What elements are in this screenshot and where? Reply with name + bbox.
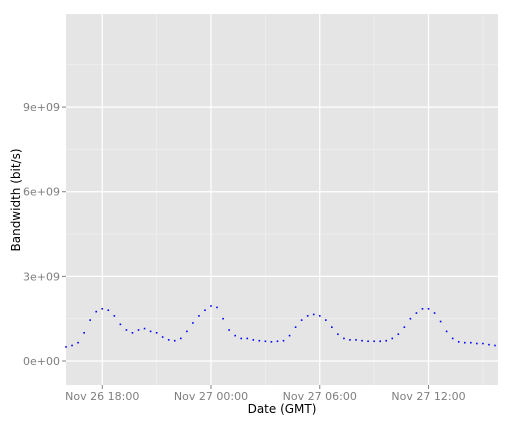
y-tick-label: 9e+09 xyxy=(23,101,60,114)
data-point xyxy=(300,319,303,321)
data-point xyxy=(331,326,333,328)
data-point xyxy=(379,340,381,343)
data-points xyxy=(65,305,496,348)
y-tick-label: 0e+00 xyxy=(23,355,60,368)
data-point xyxy=(143,327,146,330)
data-point xyxy=(65,346,67,348)
data-point xyxy=(451,337,454,340)
data-point xyxy=(161,336,164,338)
data-point xyxy=(385,339,388,342)
data-point xyxy=(246,337,249,340)
x-axis-title: Date (GMT) xyxy=(248,402,317,416)
data-point xyxy=(222,317,224,320)
data-point xyxy=(119,323,122,326)
data-point xyxy=(276,340,279,343)
data-point xyxy=(137,329,140,331)
data-point xyxy=(131,332,134,334)
data-point xyxy=(173,339,176,342)
data-point xyxy=(210,305,212,307)
data-point xyxy=(488,343,490,346)
data-point xyxy=(391,337,394,340)
data-point xyxy=(71,344,73,347)
data-point xyxy=(343,337,345,340)
data-point xyxy=(89,319,91,321)
data-point xyxy=(83,332,85,334)
data-point xyxy=(270,341,273,343)
data-point xyxy=(252,339,255,341)
data-point xyxy=(216,306,218,309)
data-point xyxy=(186,330,188,333)
x-tick-label: Nov 27 06:00 xyxy=(283,390,357,403)
data-point xyxy=(282,339,285,342)
data-point xyxy=(367,340,369,343)
data-point xyxy=(198,315,200,317)
data-point xyxy=(288,334,291,337)
y-tick-label: 6e+09 xyxy=(23,186,60,199)
data-point xyxy=(318,315,321,317)
y-axis-title: Bandwidth (bit/s) xyxy=(9,148,23,251)
data-point xyxy=(427,308,430,310)
data-point xyxy=(433,312,436,314)
data-point xyxy=(264,340,267,343)
plot-panel xyxy=(66,14,498,385)
data-point xyxy=(445,330,448,333)
data-point xyxy=(258,339,261,342)
x-tick-label: Nov 26 18:00 xyxy=(65,390,139,403)
data-point xyxy=(294,326,297,328)
data-point xyxy=(312,313,315,316)
data-point xyxy=(373,340,375,343)
data-point xyxy=(204,309,206,312)
data-point xyxy=(95,310,98,313)
data-point xyxy=(113,315,116,317)
data-point xyxy=(240,337,243,340)
data-point xyxy=(397,333,400,336)
data-point xyxy=(421,308,424,310)
data-point xyxy=(179,337,182,340)
data-point xyxy=(306,315,309,317)
y-axis-ticks: 0e+00 3e+09 6e+09 9e+09 xyxy=(23,101,66,368)
data-point xyxy=(107,309,110,312)
data-point xyxy=(409,317,412,320)
data-point xyxy=(439,320,442,323)
data-point xyxy=(482,342,484,345)
data-point xyxy=(192,322,194,324)
y-tick-label: 3e+09 xyxy=(23,270,60,283)
data-point xyxy=(355,339,357,341)
data-point xyxy=(494,344,496,347)
data-point xyxy=(101,308,104,310)
data-point xyxy=(463,341,466,344)
data-point xyxy=(149,330,152,333)
minor-gridlines xyxy=(66,14,498,385)
data-point xyxy=(403,326,406,328)
data-point xyxy=(155,332,158,334)
data-point xyxy=(167,339,170,341)
x-tick-label: Nov 27 00:00 xyxy=(174,390,248,403)
major-gridlines xyxy=(66,14,498,385)
data-point xyxy=(77,341,79,344)
data-point xyxy=(349,339,351,341)
data-point xyxy=(337,333,339,336)
data-point xyxy=(325,319,327,321)
x-tick-label: Nov 27 12:00 xyxy=(391,390,465,403)
data-point xyxy=(476,342,478,345)
data-point xyxy=(415,312,418,314)
x-axis-ticks: Nov 26 18:00 Nov 27 00:00 Nov 27 06:00 Nov … xyxy=(65,385,466,403)
data-point xyxy=(470,341,472,344)
data-point xyxy=(234,334,236,337)
data-point xyxy=(228,329,230,331)
data-point xyxy=(361,339,363,342)
data-point xyxy=(125,329,128,331)
data-point xyxy=(457,341,460,343)
